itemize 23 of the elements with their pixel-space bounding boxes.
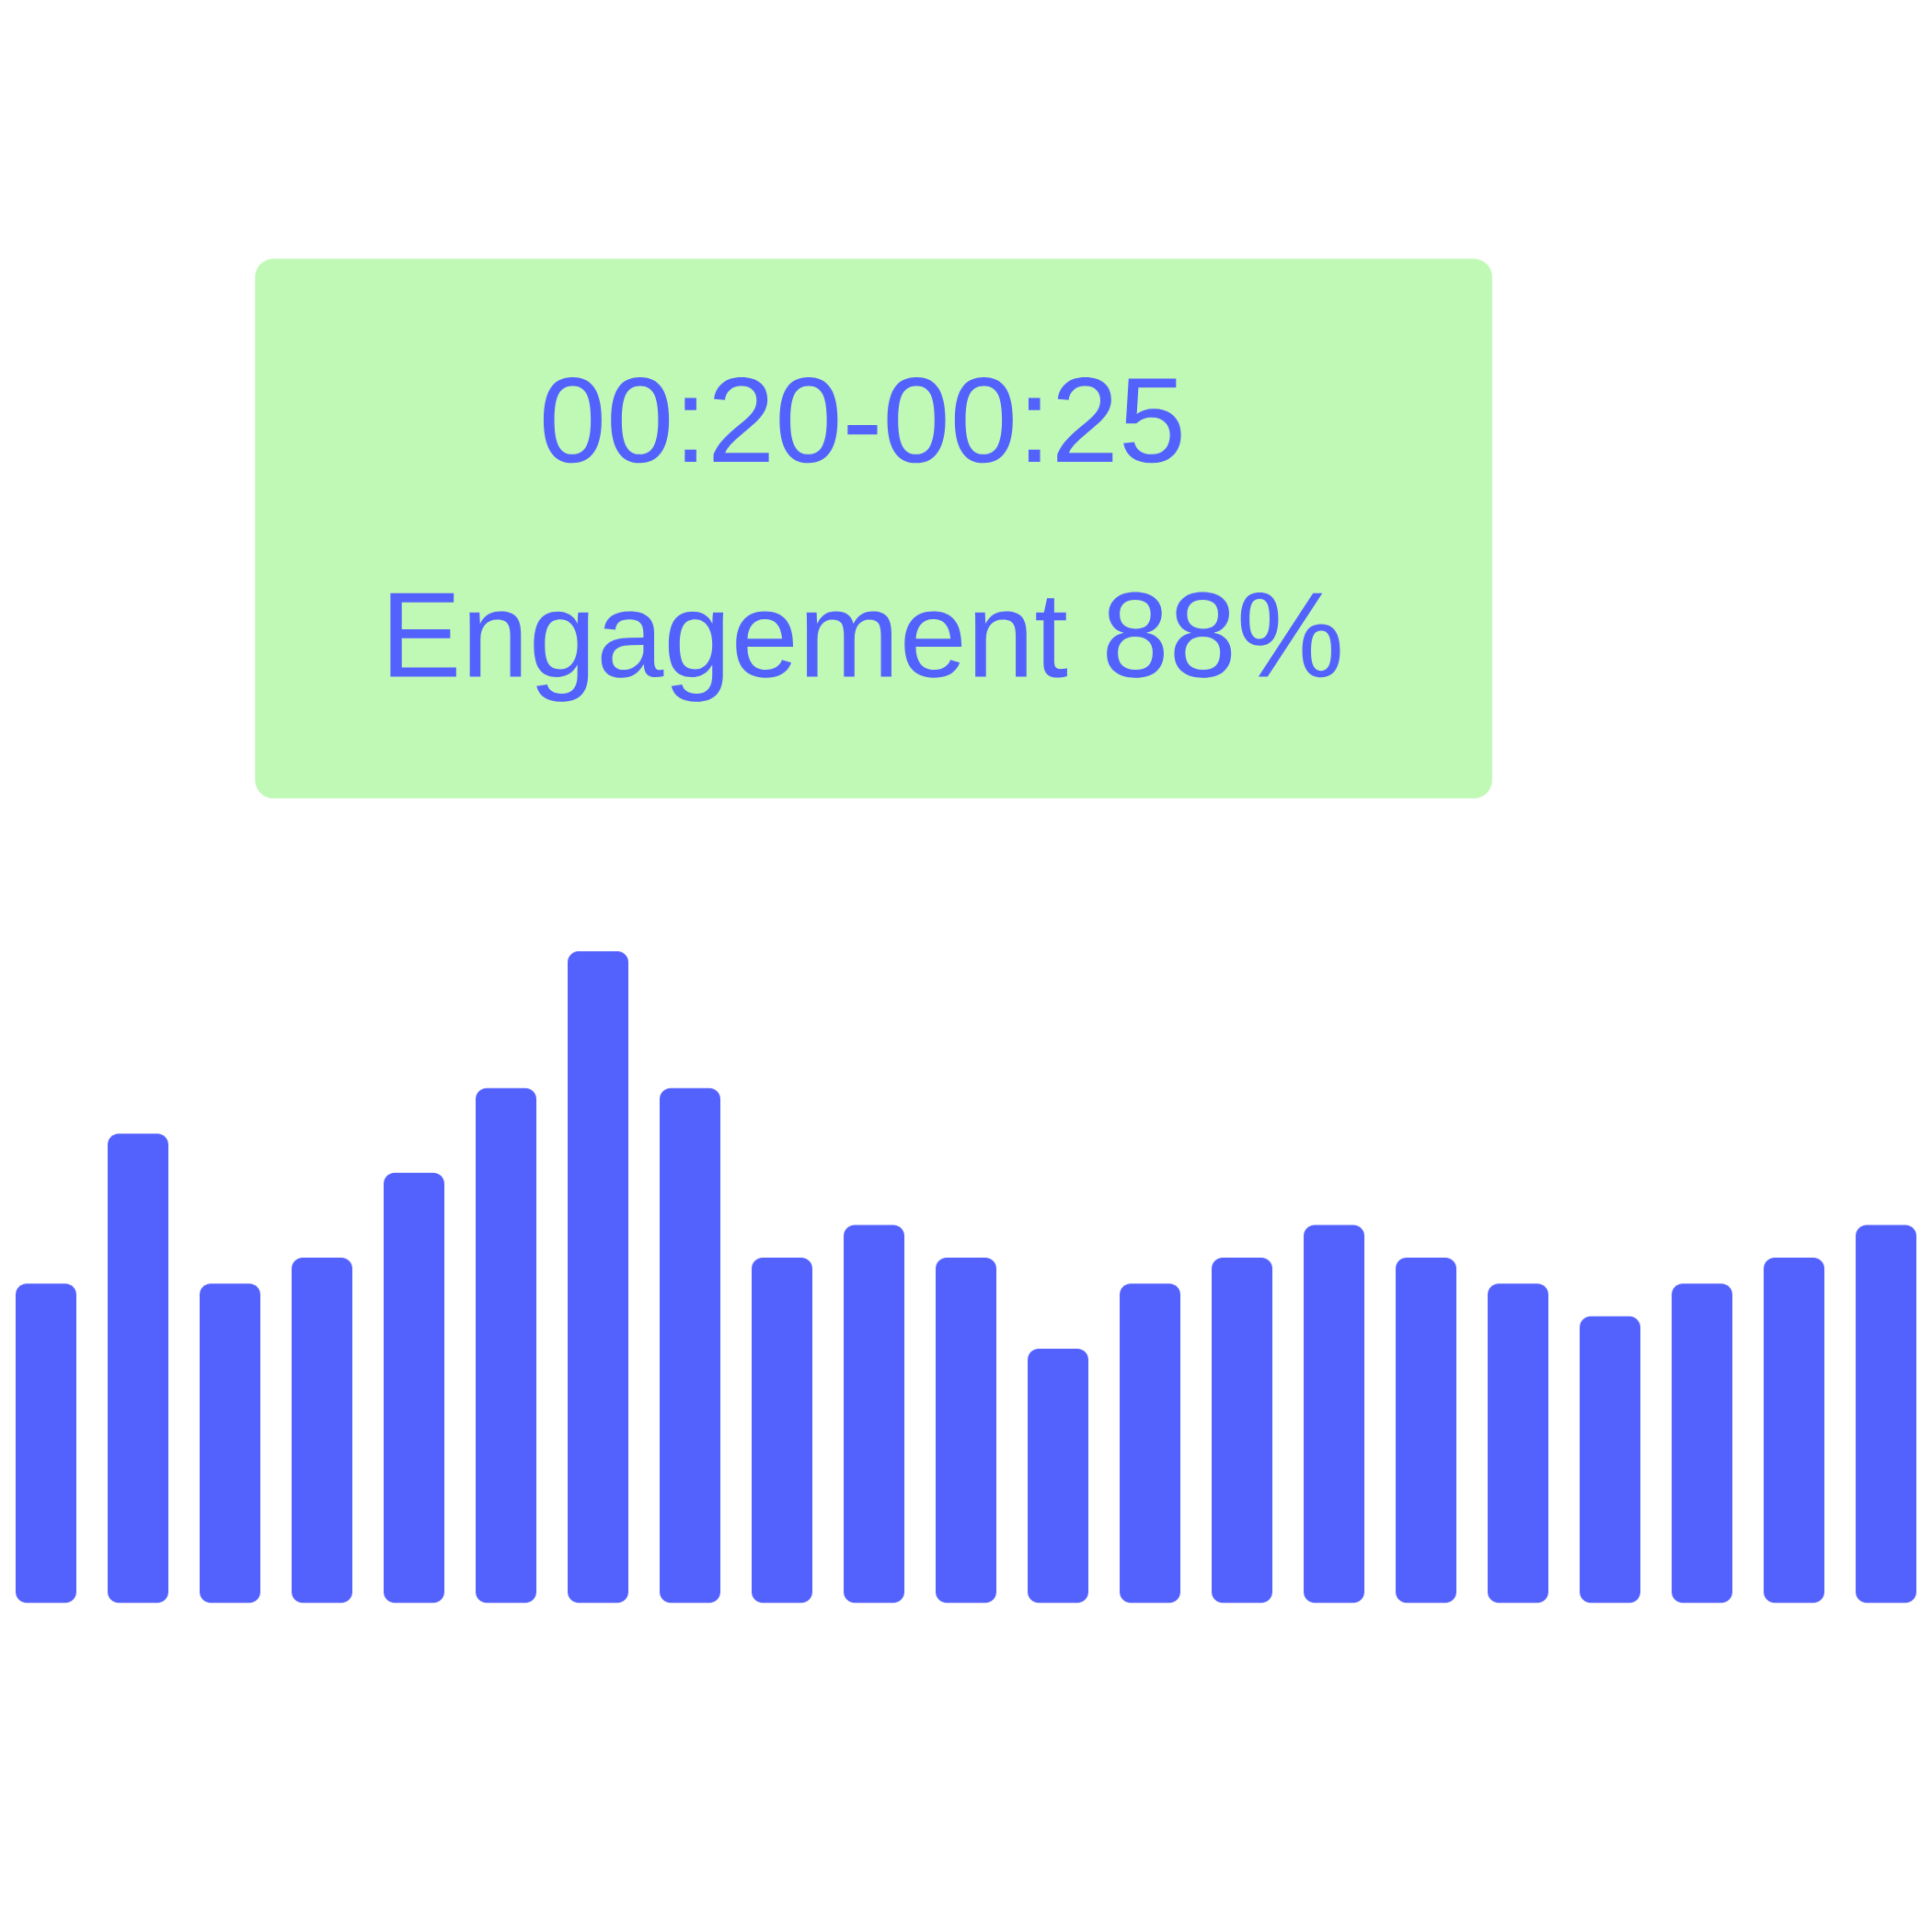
bar bbox=[660, 1087, 721, 1604]
bar bbox=[1488, 1283, 1549, 1604]
bar bbox=[1120, 1283, 1181, 1604]
bar bbox=[476, 1087, 537, 1604]
bar bbox=[1672, 1283, 1733, 1604]
bar bbox=[1396, 1257, 1457, 1604]
bar bbox=[1580, 1316, 1641, 1604]
bar bbox=[292, 1257, 352, 1604]
text: Engagement 88% bbox=[390, 592, 1340, 702]
bar bbox=[1764, 1257, 1825, 1604]
bar bbox=[844, 1225, 905, 1604]
text: 00:20-00:25 bbox=[543, 377, 1181, 464]
bar bbox=[1304, 1225, 1365, 1604]
bar bbox=[384, 1172, 445, 1604]
bar bbox=[108, 1133, 169, 1604]
bar bbox=[568, 950, 629, 1604]
bar bbox=[200, 1283, 260, 1604]
bar bbox=[752, 1257, 813, 1604]
bar bbox=[1212, 1257, 1273, 1604]
bar bbox=[936, 1257, 997, 1604]
bar bbox=[1856, 1225, 1917, 1604]
bar bbox=[16, 1283, 76, 1604]
bar bbox=[1028, 1349, 1089, 1604]
